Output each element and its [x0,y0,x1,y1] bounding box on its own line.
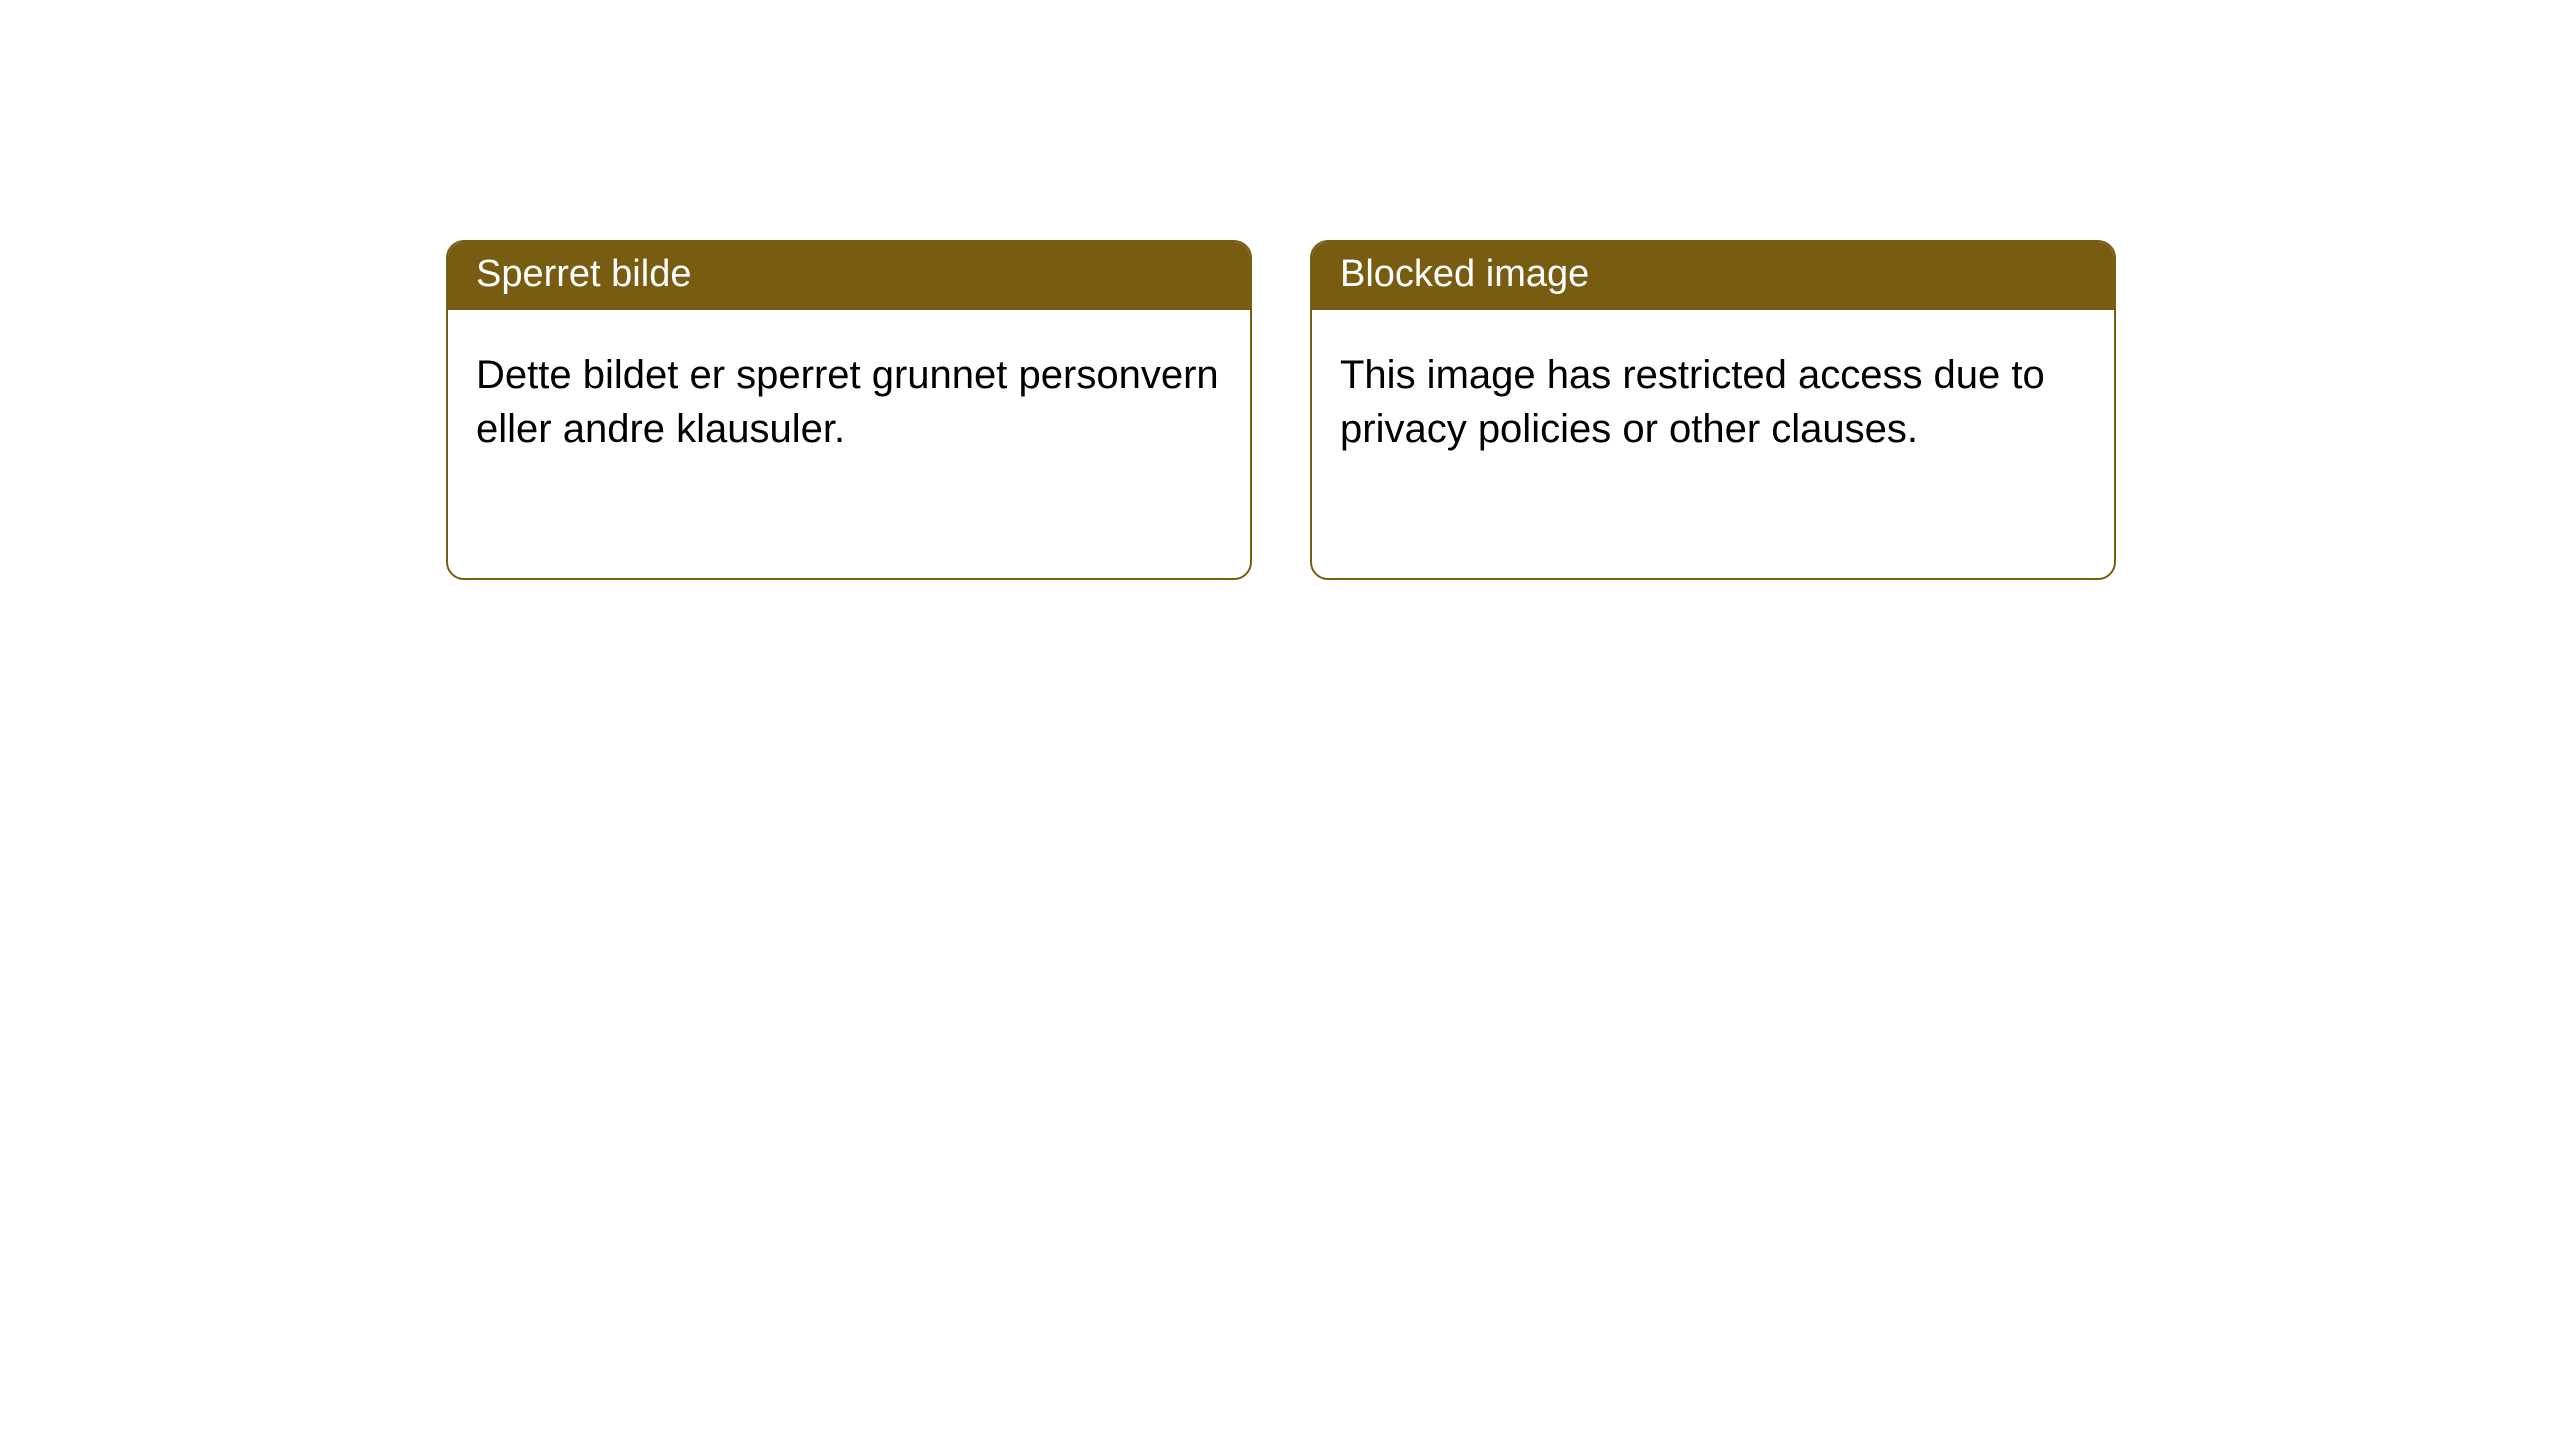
card-body: This image has restricted access due to … [1312,310,2114,494]
blocked-image-card-no: Sperret bilde Dette bildet er sperret gr… [446,240,1252,580]
blocked-image-card-en: Blocked image This image has restricted … [1310,240,2116,580]
card-title: Blocked image [1312,242,2114,310]
card-body: Dette bildet er sperret grunnet personve… [448,310,1250,494]
card-title: Sperret bilde [448,242,1250,310]
cards-container: Sperret bilde Dette bildet er sperret gr… [446,240,2116,580]
